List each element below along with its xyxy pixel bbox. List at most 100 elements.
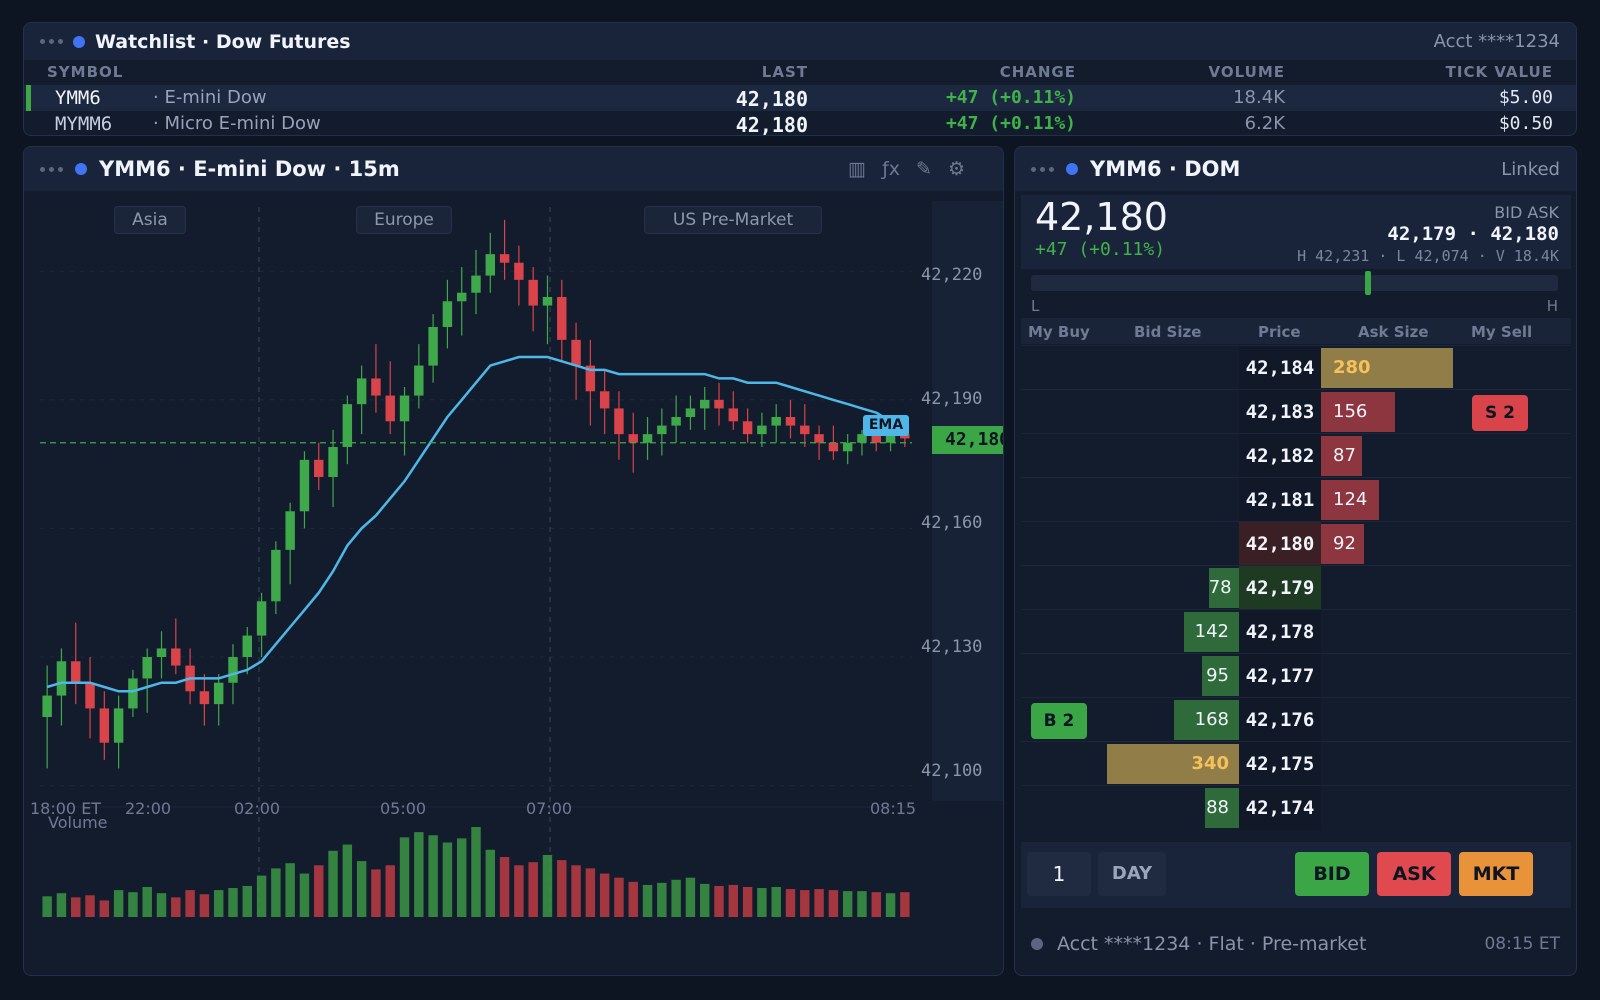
ladder-row[interactable]: 42,175 340: [1021, 741, 1571, 786]
x-tick-label: 02:00: [234, 799, 281, 818]
candle-body: [242, 635, 252, 657]
price-axis[interactable]: [932, 201, 1003, 801]
panel-menu-icon[interactable]: [40, 39, 63, 44]
volume-bar: [785, 889, 796, 917]
panel-menu-icon[interactable]: [1031, 166, 1054, 172]
bid-ask-label: BID ASK: [1494, 203, 1559, 222]
ladder-price[interactable]: 42,180: [1239, 522, 1321, 566]
ladder-price[interactable]: 42,176: [1239, 698, 1321, 742]
candle-body: [414, 365, 424, 396]
session-label-us-premarket: US Pre-Market: [644, 206, 822, 234]
volume-bar: [285, 863, 295, 917]
bid-size[interactable]: 88: [1204, 788, 1239, 828]
linked-label[interactable]: Linked: [1501, 158, 1560, 180]
candle-body: [499, 254, 510, 263]
bid-size[interactable]: 78: [1208, 568, 1239, 608]
col-volume[interactable]: VOLUME: [1208, 63, 1285, 81]
ladder-row[interactable]: 42,184 280: [1021, 345, 1571, 390]
watchlist-row[interactable]: YMM6 · E-mini Dow 42,180 +47 (+0.11%) 18…: [24, 85, 1576, 111]
candle-body: [385, 395, 395, 422]
ladder-price[interactable]: 42,175: [1239, 742, 1321, 786]
ladder-row[interactable]: 42,182 87: [1021, 433, 1571, 478]
ladder-row[interactable]: 42,180 92: [1021, 521, 1571, 566]
ladder-price[interactable]: 42,181: [1239, 478, 1321, 522]
price-ladder[interactable]: 42,184 280 42,183 156 S 2 42,182 87 42,181 124 42…: [1021, 345, 1571, 830]
volume-bar: [399, 837, 410, 917]
ladder-price[interactable]: 42,177: [1239, 654, 1321, 698]
candle-body: [742, 421, 753, 435]
ask-size[interactable]: 280: [1321, 348, 1453, 388]
candle-body: [99, 708, 110, 743]
col-symbol[interactable]: SYMBOL: [47, 63, 124, 81]
ladder-row[interactable]: 42,177 95: [1021, 653, 1571, 698]
bid-size[interactable]: 168: [1173, 700, 1239, 740]
candle-body: [271, 549, 281, 602]
quote-box: 42,180 +47 (+0.11%) BID ASK 42,179 · 42,…: [1021, 195, 1571, 269]
candle-body: [557, 297, 567, 340]
ladder-row[interactable]: 42,183 156 S 2: [1021, 389, 1571, 434]
pencil-icon[interactable]: ✎: [916, 158, 932, 180]
ladder-row[interactable]: 42,176 168 B 2: [1021, 697, 1571, 742]
candle-body: [371, 378, 381, 396]
volume-bar: [371, 869, 381, 917]
col-ask-size: Ask Size: [1358, 323, 1429, 341]
col-tick-value[interactable]: TICK VALUE: [1445, 63, 1553, 81]
quantity-input[interactable]: 1: [1027, 852, 1091, 896]
ask-button[interactable]: ASK: [1377, 852, 1451, 896]
row-tick-value: $0.50: [1498, 113, 1553, 134]
status-bar: Acct ****1234 · Flat · Pre-market 08:15 …: [1015, 912, 1576, 975]
volume-bar: [557, 860, 567, 917]
watchlist-row[interactable]: MYMM6 · Micro E-mini Dow 42,180 +47 (+0.…: [24, 111, 1576, 135]
col-change[interactable]: CHANGE: [999, 63, 1076, 81]
volume-bar: [71, 897, 81, 917]
time-in-force-select[interactable]: DAY: [1098, 852, 1166, 896]
row-last: 42,180: [735, 87, 808, 111]
ladder-row[interactable]: 42,181 124: [1021, 477, 1571, 522]
ladder-row[interactable]: 42,179 78: [1021, 565, 1571, 610]
ladder-price[interactable]: 42,174: [1239, 786, 1321, 830]
col-last[interactable]: LAST: [761, 63, 808, 81]
candlestick-chart[interactable]: [24, 147, 1004, 976]
ladder-price[interactable]: 42,182: [1239, 434, 1321, 478]
chart-panel: YMM6 · E-mini Dow · 15m ▥ ƒx ✎ ⚙ Asia Eu…: [23, 146, 1004, 976]
ladder-price[interactable]: 42,178: [1239, 610, 1321, 654]
ladder-row[interactable]: 42,174 88: [1021, 785, 1571, 830]
bid-size[interactable]: 340: [1107, 744, 1239, 784]
candle-body: [71, 661, 81, 683]
candle-body: [228, 657, 238, 683]
ladder-price[interactable]: 42,179: [1239, 566, 1321, 610]
volume-bar: [142, 887, 152, 917]
candle-body: [771, 417, 781, 426]
volume-bar: [113, 890, 124, 917]
volume-bar: [528, 862, 538, 917]
volume-bar: [842, 891, 853, 917]
ask-size[interactable]: 124: [1321, 480, 1380, 520]
candle-body: [456, 292, 467, 302]
x-tick-label: 05:00: [380, 799, 427, 818]
ask-size[interactable]: 87: [1321, 436, 1362, 476]
candle-body: [171, 648, 181, 666]
row-volume: 18.4K: [1233, 87, 1285, 108]
ladder-price[interactable]: 42,183: [1239, 390, 1321, 434]
ask-size[interactable]: 92: [1321, 524, 1365, 564]
ladder-row[interactable]: 42,178 142: [1021, 609, 1571, 654]
high-low-volume: H 42,231 · L 42,074 · V 18.4K: [1297, 247, 1559, 265]
volume-bar: [571, 865, 581, 917]
ladder-price[interactable]: 42,184: [1239, 346, 1321, 390]
candle-body: [671, 417, 681, 426]
panel-menu-icon[interactable]: [40, 166, 63, 172]
candle-body: [514, 262, 524, 280]
bid-button[interactable]: BID: [1295, 852, 1369, 896]
ask-size[interactable]: 156: [1321, 392, 1395, 432]
working-buy-order[interactable]: B 2: [1031, 703, 1087, 739]
row-volume: 6.2K: [1244, 113, 1285, 134]
bar-chart-icon[interactable]: ▥: [848, 158, 867, 180]
live-dot-icon: [1066, 163, 1078, 175]
candle-body: [900, 434, 910, 439]
bid-size[interactable]: 142: [1183, 612, 1239, 652]
gear-icon[interactable]: ⚙: [947, 158, 965, 180]
bid-size[interactable]: 95: [1202, 656, 1239, 696]
working-sell-order[interactable]: S 2: [1472, 395, 1528, 431]
market-button[interactable]: MKT: [1459, 852, 1533, 896]
function-icon[interactable]: ƒx: [882, 158, 901, 180]
